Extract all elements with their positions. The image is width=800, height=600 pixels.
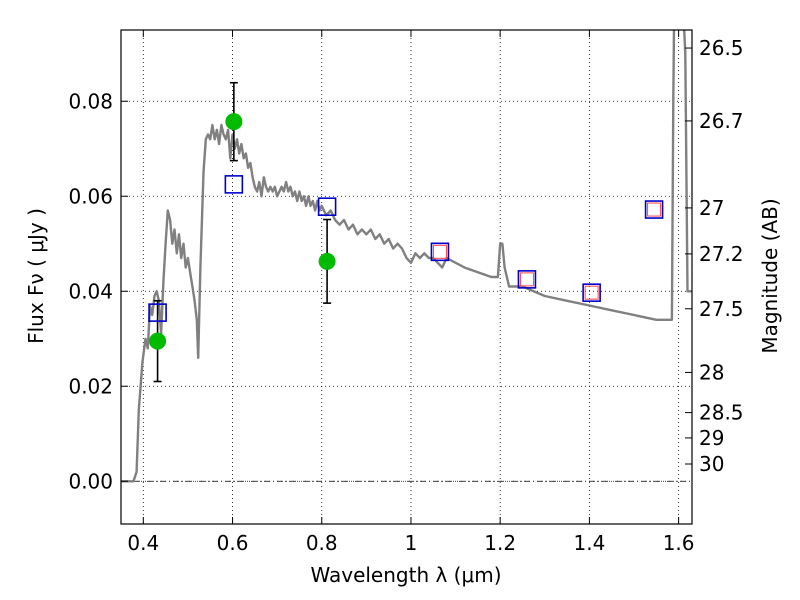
model-inner-square [647, 202, 662, 217]
x-tick-label: 0.4 [127, 531, 159, 555]
template-spectrum-line [121, 30, 692, 483]
y-axis-label: Flux Fν ( μJy ) [24, 208, 48, 344]
mag-tick-label: 28.5 [699, 401, 744, 425]
x-tick-label: 0.6 [217, 531, 249, 555]
mag-tick-label: 30 [699, 452, 724, 476]
mag-tick-label: 28 [699, 360, 724, 384]
mag-tick-label: 26.7 [699, 109, 744, 133]
x-tick-label: 1 [405, 531, 418, 555]
mag-tick-label: 29 [699, 426, 724, 450]
model-point [224, 175, 244, 194]
mag-tick-label: 27 [699, 196, 724, 220]
plot-content [121, 30, 692, 483]
x-axis-ticks: 0.4 0.6 0.8 1 1.2 1.4 1.6 [127, 30, 695, 555]
x-tick-label: 1.4 [573, 531, 605, 555]
y-tick-label: 0.02 [68, 374, 113, 398]
model-inner-square [519, 272, 534, 287]
observed-points [149, 113, 336, 350]
y-tick-label: 0.04 [68, 279, 113, 303]
model-point [430, 242, 450, 262]
x-axis-label: Wavelength λ (μm) [310, 563, 501, 587]
model-point [517, 270, 537, 289]
model-inner-square [432, 244, 447, 259]
mag-tick-label: 27.2 [699, 242, 744, 266]
y-tick-label: 0.08 [68, 89, 113, 113]
observed-point [149, 332, 167, 350]
observed-point [318, 252, 336, 270]
y-tick-label: 0.00 [68, 469, 113, 493]
y-axis-ticks: 0.00 0.02 0.04 0.06 0.08 [68, 89, 128, 493]
model-point [317, 197, 337, 216]
model-points [148, 175, 664, 322]
x-tick-label: 1.2 [484, 531, 516, 555]
model-inner-square [584, 285, 599, 300]
mag-tick-label: 26.5 [699, 36, 744, 60]
x-tick-label: 1.6 [663, 531, 695, 555]
x-tick-label: 0.8 [306, 531, 338, 555]
plot-frame [120, 29, 693, 525]
model-point [148, 303, 167, 322]
model-point [644, 200, 664, 219]
y-tick-label: 0.06 [68, 184, 113, 208]
error-bars [153, 81, 332, 383]
observed-point [225, 113, 243, 131]
mag-tick-label: 27.5 [699, 297, 744, 321]
model-point [582, 283, 601, 302]
grid-lines [121, 30, 692, 524]
magnitude-axis-label: Magnitude (AB) [758, 198, 782, 353]
